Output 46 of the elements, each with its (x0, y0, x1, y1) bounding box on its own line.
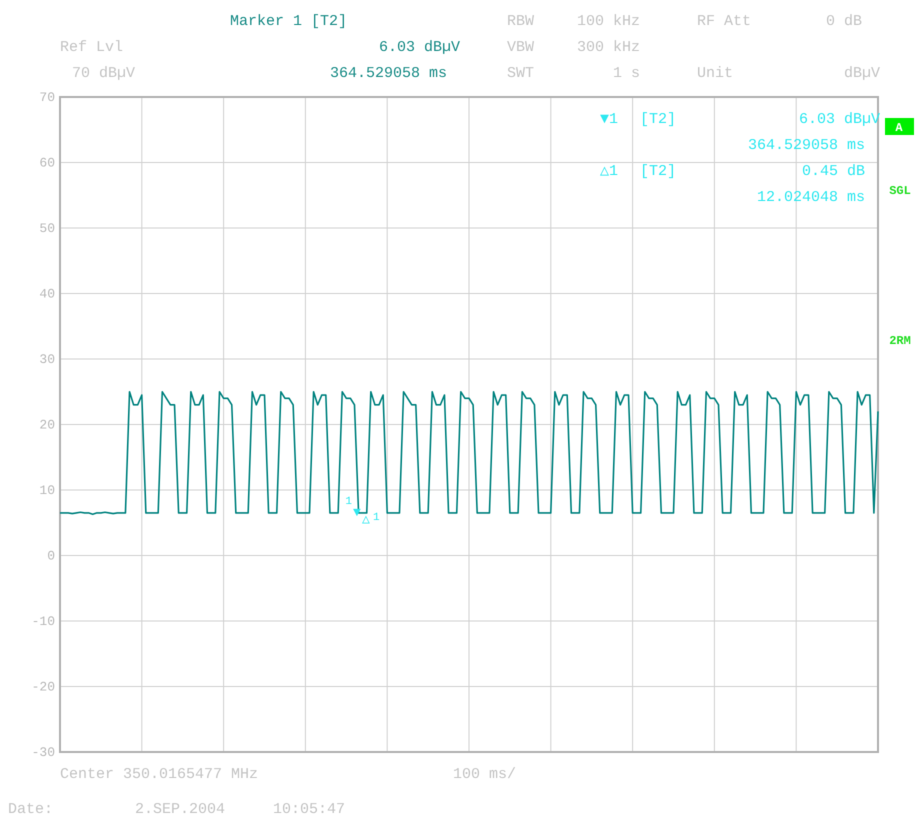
y-tick-label: 60 (39, 156, 55, 171)
annotation: 0.45 dB (802, 163, 865, 180)
y-tick-label: 30 (39, 352, 55, 368)
text: Date: (8, 801, 54, 816)
text: 2RM (889, 334, 911, 348)
text: Unit (697, 65, 734, 82)
annotation: [T2] (640, 163, 676, 180)
text: Marker 1 [T2] (230, 13, 348, 30)
text: 2.SEP.2004 (135, 801, 226, 816)
annotation: △1 (600, 163, 618, 180)
annotation: 6.03 dBµV (798, 111, 880, 128)
y-tick-label: 70 (39, 90, 55, 106)
text: 10:05:47 (273, 801, 346, 816)
text: 364.529058 ms (330, 65, 447, 82)
text: 100 ms/ (453, 766, 516, 783)
y-tick-label: -30 (32, 745, 55, 760)
text: A (895, 121, 904, 135)
text: SGL (889, 184, 911, 198)
text: 100 kHz (577, 13, 640, 30)
y-tick-label: 50 (39, 221, 55, 236)
text: 6.03 dBµV (378, 39, 460, 56)
y-tick-label: 10 (39, 483, 55, 498)
y-tick-label: -20 (32, 680, 55, 695)
text: 300 kHz (577, 39, 640, 56)
text: 0 dB (826, 13, 862, 30)
annotation: ▼ (353, 505, 361, 520)
y-tick-label: 0 (47, 548, 55, 564)
text: VBW (507, 39, 534, 56)
annotation: 364.529058 ms (748, 137, 865, 154)
text: dBµV (844, 65, 880, 82)
annotation: △ (362, 512, 370, 527)
text: Ref Lvl (60, 39, 124, 56)
annotation: [T2] (640, 111, 676, 128)
annotation: ▼1 (600, 111, 618, 128)
y-tick-label: -10 (32, 614, 55, 630)
annotation: 1 (373, 512, 380, 524)
text: 1 s (612, 65, 640, 82)
text: SWT (507, 65, 534, 82)
y-tick-label: 20 (39, 418, 55, 433)
y-tick-label: 40 (39, 286, 55, 302)
annotation: 12.024048 ms (756, 189, 865, 206)
text: RBW (507, 13, 534, 30)
annotation: 1 (345, 496, 352, 508)
text: RF Att (697, 13, 752, 30)
text: Center 350.0165477 MHz (60, 766, 258, 783)
text: 70 dBµV (72, 65, 136, 82)
